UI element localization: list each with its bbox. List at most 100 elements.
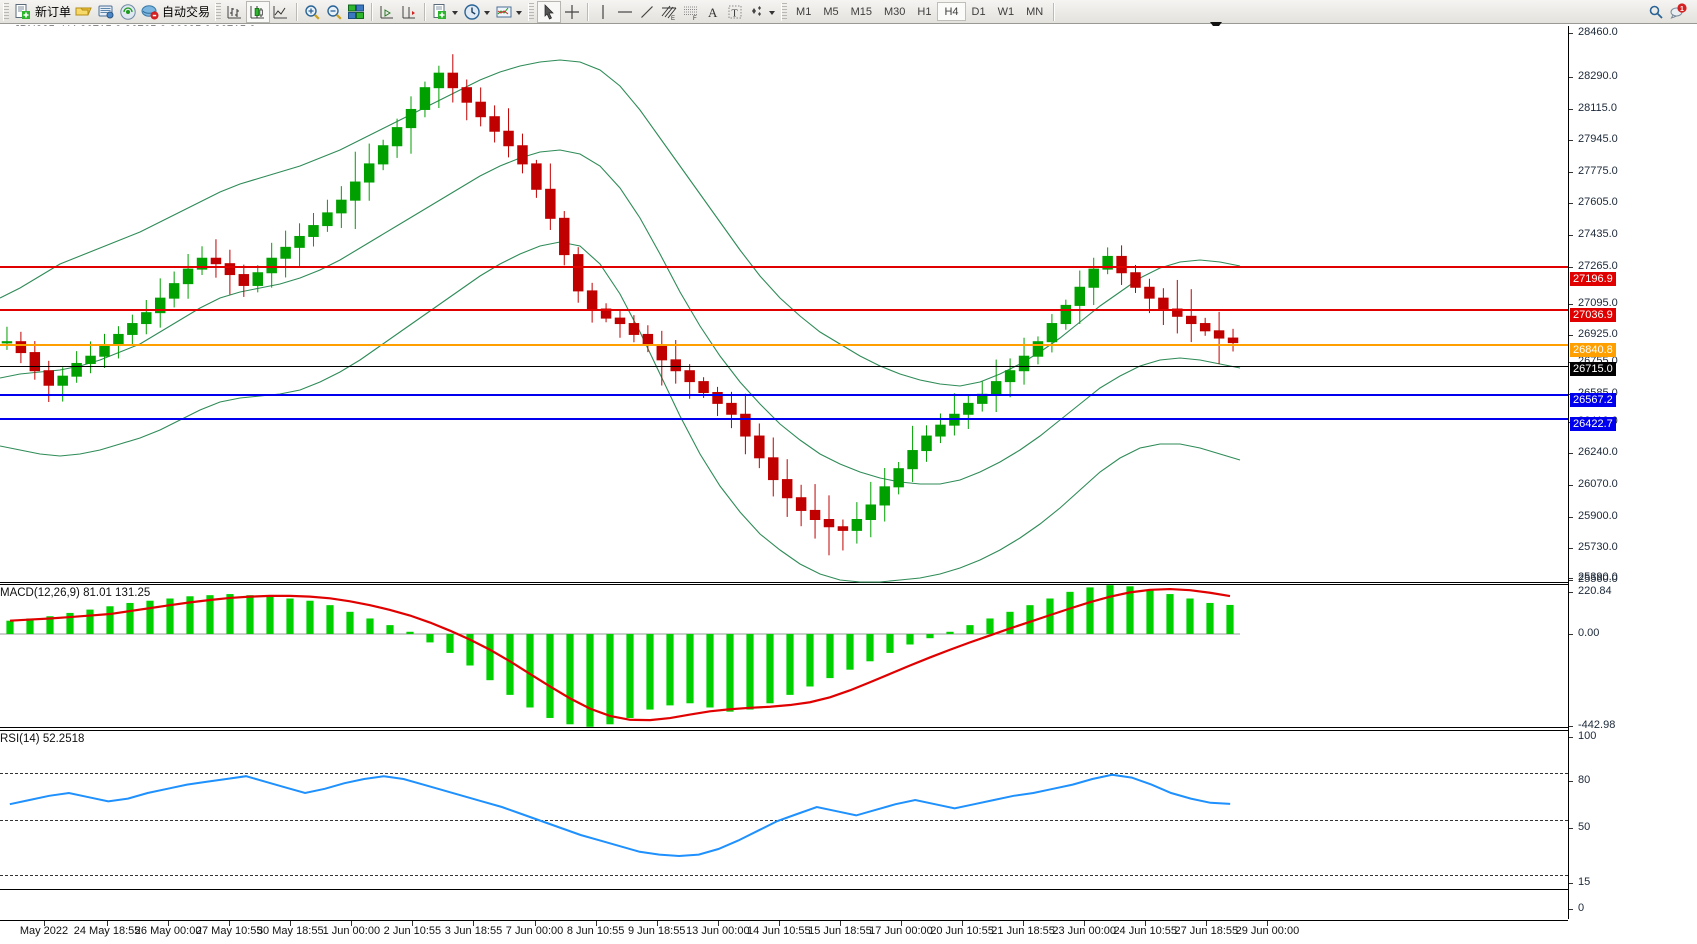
period-button[interactable] <box>461 1 483 23</box>
price-tick: 25560.0 <box>1569 573 1618 585</box>
timeframe-m5[interactable]: M5 <box>823 5 839 18</box>
time-axis-label: 17 Jun 00:00 <box>869 925 933 937</box>
timeframe-m1[interactable]: M1 <box>796 5 812 18</box>
time-tick <box>290 921 292 926</box>
resistance-line-2[interactable] <box>0 309 1568 311</box>
shapes-icon <box>752 5 762 16</box>
cursor-button[interactable] <box>537 0 562 23</box>
price-tick: 26070.0 <box>1569 478 1618 490</box>
toolbar-grip-3[interactable] <box>528 2 535 21</box>
timeframe-w1[interactable]: W1 <box>997 5 1015 18</box>
fibonacci-button[interactable]: F <box>680 1 702 23</box>
text-label-button[interactable]: T <box>724 1 746 23</box>
folder-button[interactable] <box>73 1 95 23</box>
price-tag-resistance-2[interactable]: 27036.9 <box>1570 308 1616 322</box>
search-button[interactable] <box>1645 1 1667 23</box>
zoom-out-button[interactable] <box>323 1 345 23</box>
time-axis[interactable]: May 2022 24 May 18:55 26 May 00:00 27 May 1… <box>0 920 1568 944</box>
signals-button[interactable] <box>117 1 139 23</box>
time-tick <box>778 921 780 926</box>
resistance-line-1[interactable] <box>0 266 1568 268</box>
shapes-caret-icon[interactable] <box>769 10 776 15</box>
line-chart-button[interactable] <box>270 1 292 23</box>
indicators-caret-icon[interactable] <box>516 10 523 15</box>
time-axis-label: 14 Jun 10:55 <box>747 925 811 937</box>
timeframe-m30[interactable]: M30 <box>884 5 906 18</box>
time-axis-label: 13 Jun 00:00 <box>685 925 750 937</box>
svg-text:A: A <box>708 5 718 20</box>
autotrading-icon <box>141 4 159 19</box>
price-tick: 28460.0 <box>1569 26 1618 38</box>
indicators-button[interactable] <box>493 1 515 23</box>
toolbar-grip[interactable] <box>3 2 9 21</box>
time-tick <box>656 921 658 926</box>
price-tag-pivot[interactable]: 26840.8 <box>1570 343 1616 357</box>
price-tag-last: 26715.0 <box>1570 362 1616 376</box>
trendline-button[interactable] <box>636 1 658 23</box>
chart-canvas[interactable]: MACD(12,26,9) 81.01 131.25 RSI(14) 52.25… <box>0 26 1568 919</box>
timeframe-h4[interactable]: H4 <box>937 2 966 21</box>
rsi-pane[interactable]: RSI(14) 52.2518 <box>0 730 1568 890</box>
period-caret-icon[interactable] <box>484 10 491 15</box>
folder-icon <box>75 7 92 15</box>
timeframe-d1[interactable]: D1 <box>971 5 986 18</box>
support-line-2[interactable] <box>0 418 1568 420</box>
main-toolbar: 新订单 自动交易 <box>0 0 1697 24</box>
shapes-button[interactable] <box>746 1 768 23</box>
toolbar-grip-2[interactable] <box>215 2 222 21</box>
timeframe-m15[interactable]: M15 <box>850 5 872 18</box>
new-chart-caret-icon[interactable] <box>452 10 459 15</box>
time-tick <box>168 921 170 926</box>
price-tag-resistance-1[interactable]: 27196.9 <box>1570 272 1616 286</box>
pivot-line[interactable] <box>0 344 1568 346</box>
tile-windows-button[interactable] <box>345 1 367 23</box>
price-tag-support-2[interactable]: 26422.7 <box>1570 417 1616 431</box>
price-axis[interactable]: 28460.0 28290.0 28115.0 27945.0 27775.0 … <box>1568 26 1697 919</box>
terminal-button[interactable] <box>95 1 117 23</box>
search-icon <box>1649 5 1663 19</box>
crosshair-button[interactable] <box>561 1 583 23</box>
price-tick: 27775.0 <box>1569 165 1618 177</box>
alerts-button[interactable]: 1 <box>1667 1 1689 23</box>
time-axis-label: 30 May 18:55 <box>256 925 324 937</box>
bar-chart-button[interactable] <box>224 1 246 23</box>
shift-end-button[interactable] <box>376 1 398 23</box>
new-order-button[interactable]: 新订单 <box>12 1 73 23</box>
price-tick: 27095.0 <box>1569 297 1618 309</box>
time-tick <box>900 921 902 926</box>
time-axis-label: 29 Jun 00:00 <box>1235 925 1300 937</box>
price-tick: 27945.0 <box>1569 133 1618 145</box>
autoscroll-button[interactable] <box>398 1 420 23</box>
timeframe-mn[interactable]: MN <box>1026 5 1044 18</box>
macd-axis-min: -442.98 <box>1569 719 1615 731</box>
hline-icon <box>618 10 633 13</box>
candle-chart-button[interactable] <box>246 0 271 23</box>
timeframe-h1[interactable]: H1 <box>917 5 932 18</box>
time-tick <box>44 921 45 926</box>
time-axis-label: 7 Jun 00:00 <box>505 925 564 937</box>
time-axis-label: 3 Jun 18:55 <box>444 925 503 937</box>
zoom-in-button[interactable] <box>301 1 323 23</box>
time-axis-label: 8 Jun 10:55 <box>566 925 625 937</box>
time-axis-label: 21 Jun 18:55 <box>991 925 1055 937</box>
rsi-title: RSI(14) 52.2518 <box>0 733 85 745</box>
macd-pane[interactable]: MACD(12,26,9) 81.01 131.25 <box>0 584 1568 728</box>
macd-axis-zero: 0.00 <box>1569 627 1599 639</box>
hline-button[interactable] <box>614 1 636 23</box>
equidistant-channel-button[interactable]: E <box>658 1 680 23</box>
new-chart-button[interactable] <box>429 1 451 23</box>
support-line-1[interactable] <box>0 394 1568 396</box>
autotrading-button[interactable]: 自动交易 <box>139 1 212 23</box>
vline-button[interactable] <box>592 1 614 23</box>
price-tick: 28115.0 <box>1569 102 1617 114</box>
svg-text:F: F <box>693 16 697 21</box>
toolbar-grip-4[interactable] <box>781 2 788 21</box>
cursor-icon <box>544 3 554 19</box>
text-button[interactable]: A <box>702 1 724 23</box>
price-pane[interactable] <box>0 26 1568 583</box>
rsi-axis-15: 15 <box>1569 876 1590 888</box>
price-tag-support-1[interactable]: 26567.2 <box>1570 393 1616 407</box>
last-price-line <box>0 366 1568 367</box>
time-tick <box>1206 921 1208 926</box>
time-tick <box>1023 921 1025 926</box>
